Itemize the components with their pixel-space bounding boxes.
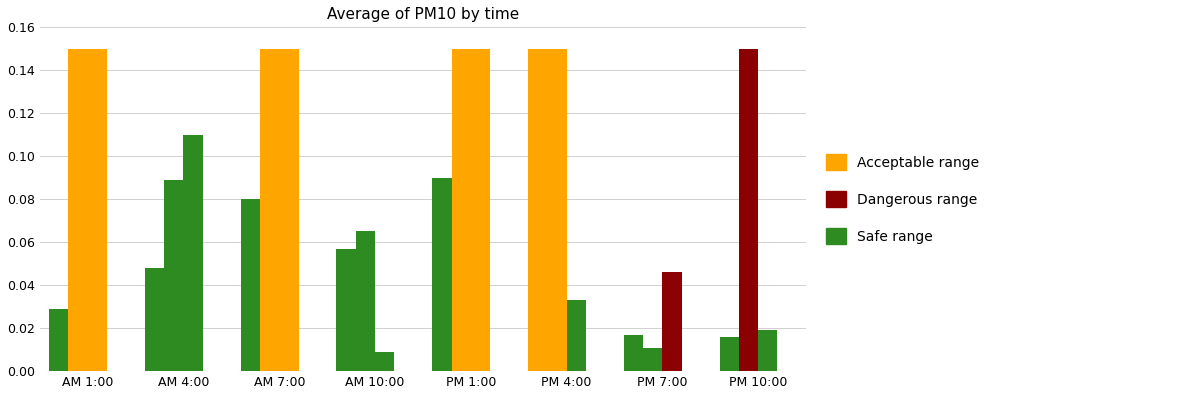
Bar (643, 348, 662, 371)
Bar (528, 49, 547, 371)
Bar (50, 309, 69, 371)
Bar (452, 49, 470, 371)
Bar (547, 49, 566, 371)
Bar (566, 300, 586, 371)
Bar (720, 337, 739, 371)
Bar (260, 49, 279, 371)
Bar (87, 49, 108, 371)
Bar (356, 232, 375, 371)
Legend: Acceptable range, Dangerous range, Safe range: Acceptable range, Dangerous range, Safe … (820, 149, 985, 250)
Bar (337, 249, 356, 371)
Bar (739, 49, 758, 371)
Bar (164, 180, 183, 371)
Title: Average of PM10 by time: Average of PM10 by time (326, 7, 519, 22)
Bar (279, 49, 299, 371)
Bar (470, 49, 491, 371)
Bar (69, 49, 87, 371)
Bar (145, 268, 164, 371)
Bar (662, 272, 682, 371)
Bar (183, 135, 203, 371)
Bar (241, 199, 260, 371)
Bar (375, 352, 395, 371)
Bar (758, 330, 778, 371)
Bar (433, 178, 452, 371)
Bar (624, 335, 643, 371)
